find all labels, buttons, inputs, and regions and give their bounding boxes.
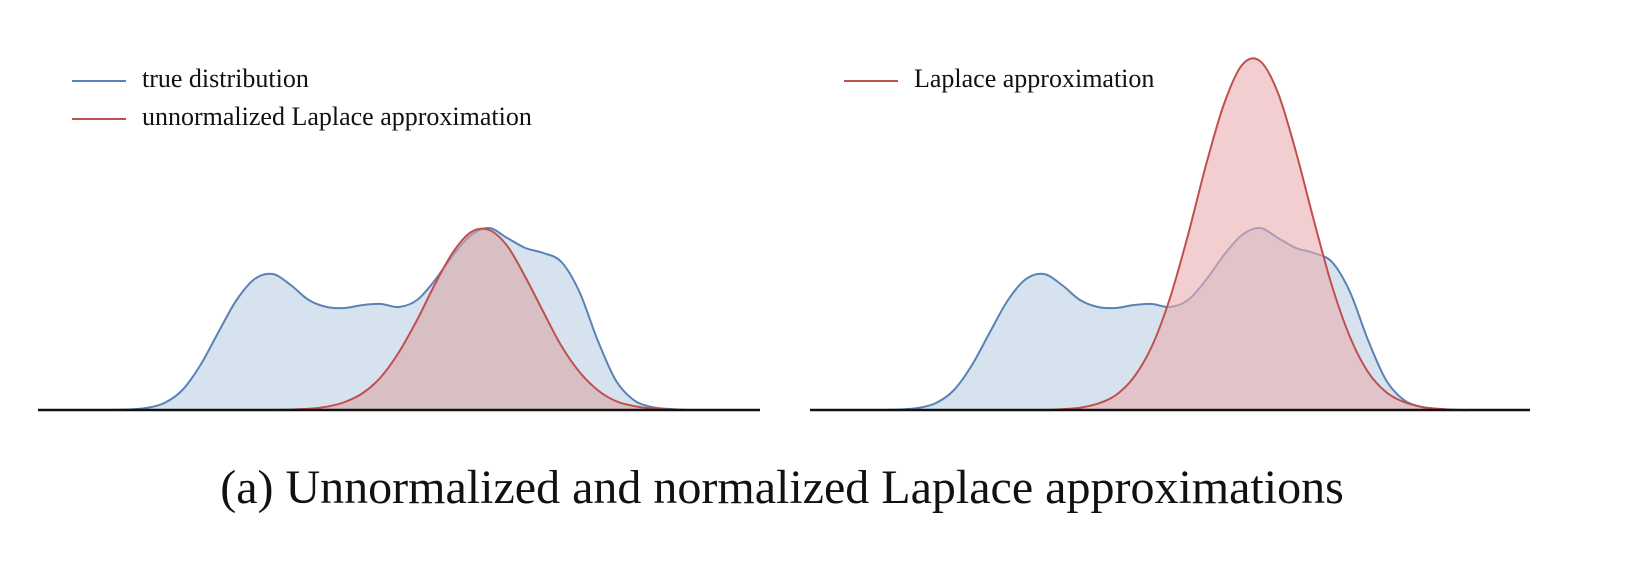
caption: (a) Unnormalized and normalized Laplace … bbox=[220, 461, 1344, 514]
area-line bbox=[38, 226, 760, 412]
legend-label: true distribution bbox=[142, 64, 309, 93]
area-fill bbox=[38, 228, 760, 411]
legend-label: Laplace approximation bbox=[914, 64, 1154, 93]
area-fill bbox=[810, 58, 1530, 411]
legend-label: unnormalized Laplace approximation bbox=[142, 102, 532, 131]
area-fill bbox=[38, 227, 760, 411]
